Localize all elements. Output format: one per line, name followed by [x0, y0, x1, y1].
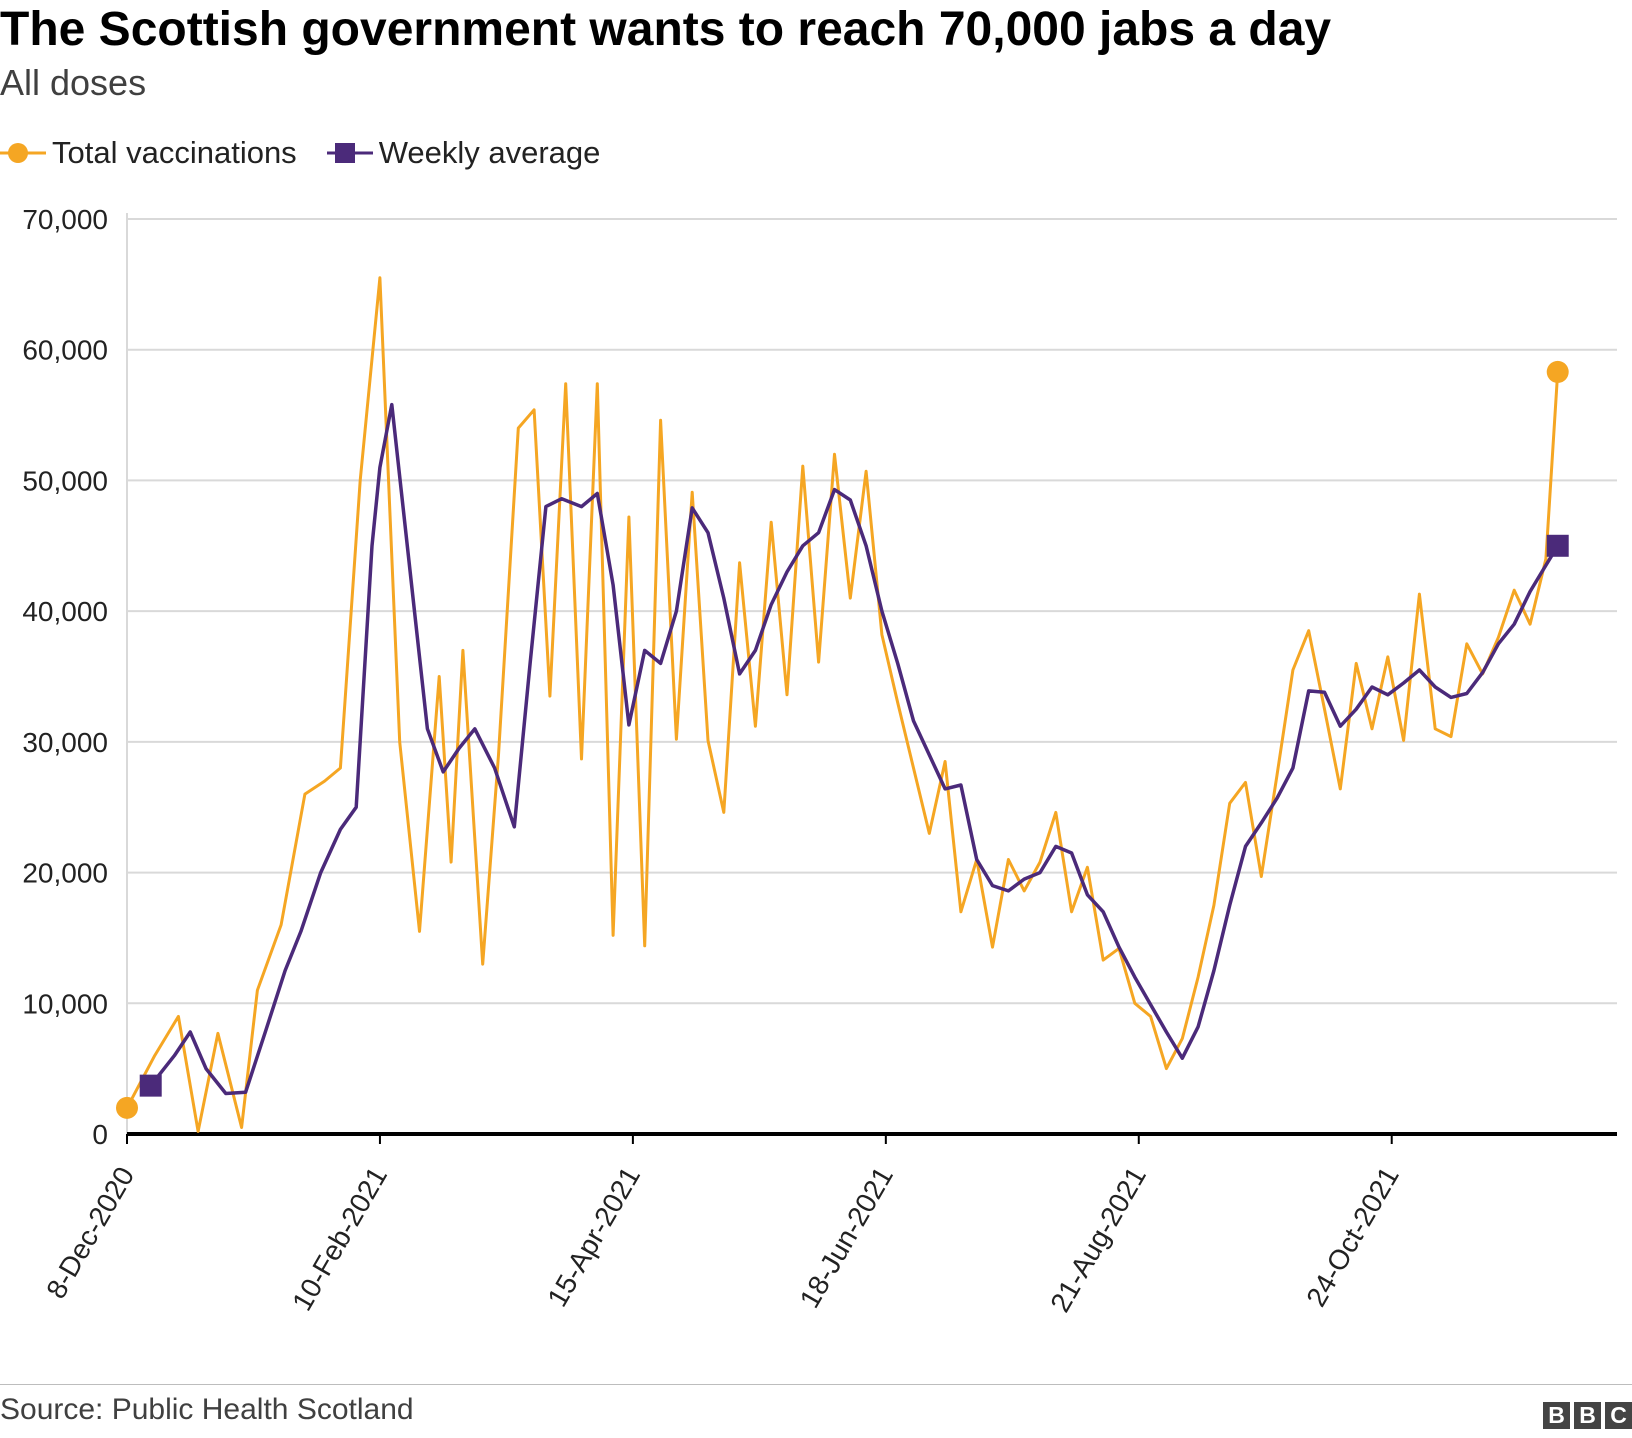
chart-subtitle: All doses — [0, 62, 147, 103]
legend-label-weekly: Weekly average — [378, 135, 601, 170]
y-tick-label: 60,000 — [22, 335, 108, 366]
chart-title: The Scottish government wants to reach 7… — [0, 3, 1332, 56]
weekly-average-line — [148, 402, 1560, 1096]
logo-letter: B — [1543, 1402, 1570, 1429]
square-marker-icon — [326, 143, 373, 163]
y-tick-label: 50,000 — [22, 465, 108, 496]
bbc-logo: B B C — [1539, 1402, 1632, 1429]
footer-divider — [0, 1384, 1632, 1385]
y-tick-label: 40,000 — [22, 596, 108, 627]
logo-letter: B — [1574, 1402, 1601, 1429]
line-chart: 0 10,000 20,000 30,000 40,000 50,000 60,000 70,… — [22, 204, 1617, 1317]
y-tick-label: 70,000 — [22, 204, 108, 235]
x-tick-label: 24-Oct-2021 — [1300, 1162, 1405, 1312]
total-vaccinations-line — [125, 276, 1560, 1133]
y-tick-label: 10,000 — [22, 988, 108, 1019]
series-markers — [116, 360, 1569, 1119]
weekly-end-marker — [1546, 534, 1569, 557]
y-tick-label: 30,000 — [22, 727, 108, 758]
total-start-marker — [116, 1096, 138, 1119]
x-axis-ticks: 8-Dec-2020 10-Feb-2021 15-Apr-2021 18-Jun-2… — [40, 1134, 1405, 1317]
logo-letter: C — [1605, 1402, 1632, 1429]
series-lines — [125, 276, 1560, 1133]
x-tick-label: 15-Apr-2021 — [541, 1162, 646, 1312]
legend-item-weekly: Weekly average — [326, 135, 601, 171]
weekly-start-marker — [139, 1074, 162, 1097]
source-note: Source: Public Health Scotland — [0, 1393, 414, 1426]
circle-marker-icon — [0, 143, 46, 163]
x-tick-label: 18-Jun-2021 — [794, 1162, 899, 1314]
y-tick-label: 20,000 — [22, 858, 108, 889]
x-tick-label: 8-Dec-2020 — [40, 1162, 140, 1304]
x-tick-label: 21-Aug-2021 — [1044, 1162, 1152, 1318]
chart-legend: Total vaccinations Weekly average — [0, 135, 630, 171]
x-tick-label: 10-Feb-2021 — [286, 1162, 393, 1316]
legend-item-total: Total vaccinations — [0, 135, 297, 171]
y-axis-ticks: 0 10,000 20,000 30,000 40,000 50,000 60,000 70,… — [22, 204, 108, 1150]
legend-label-total: Total vaccinations — [52, 135, 297, 170]
y-tick-label: 0 — [92, 1119, 108, 1150]
gridlines — [126, 213, 1617, 1136]
total-end-marker — [1546, 360, 1569, 383]
